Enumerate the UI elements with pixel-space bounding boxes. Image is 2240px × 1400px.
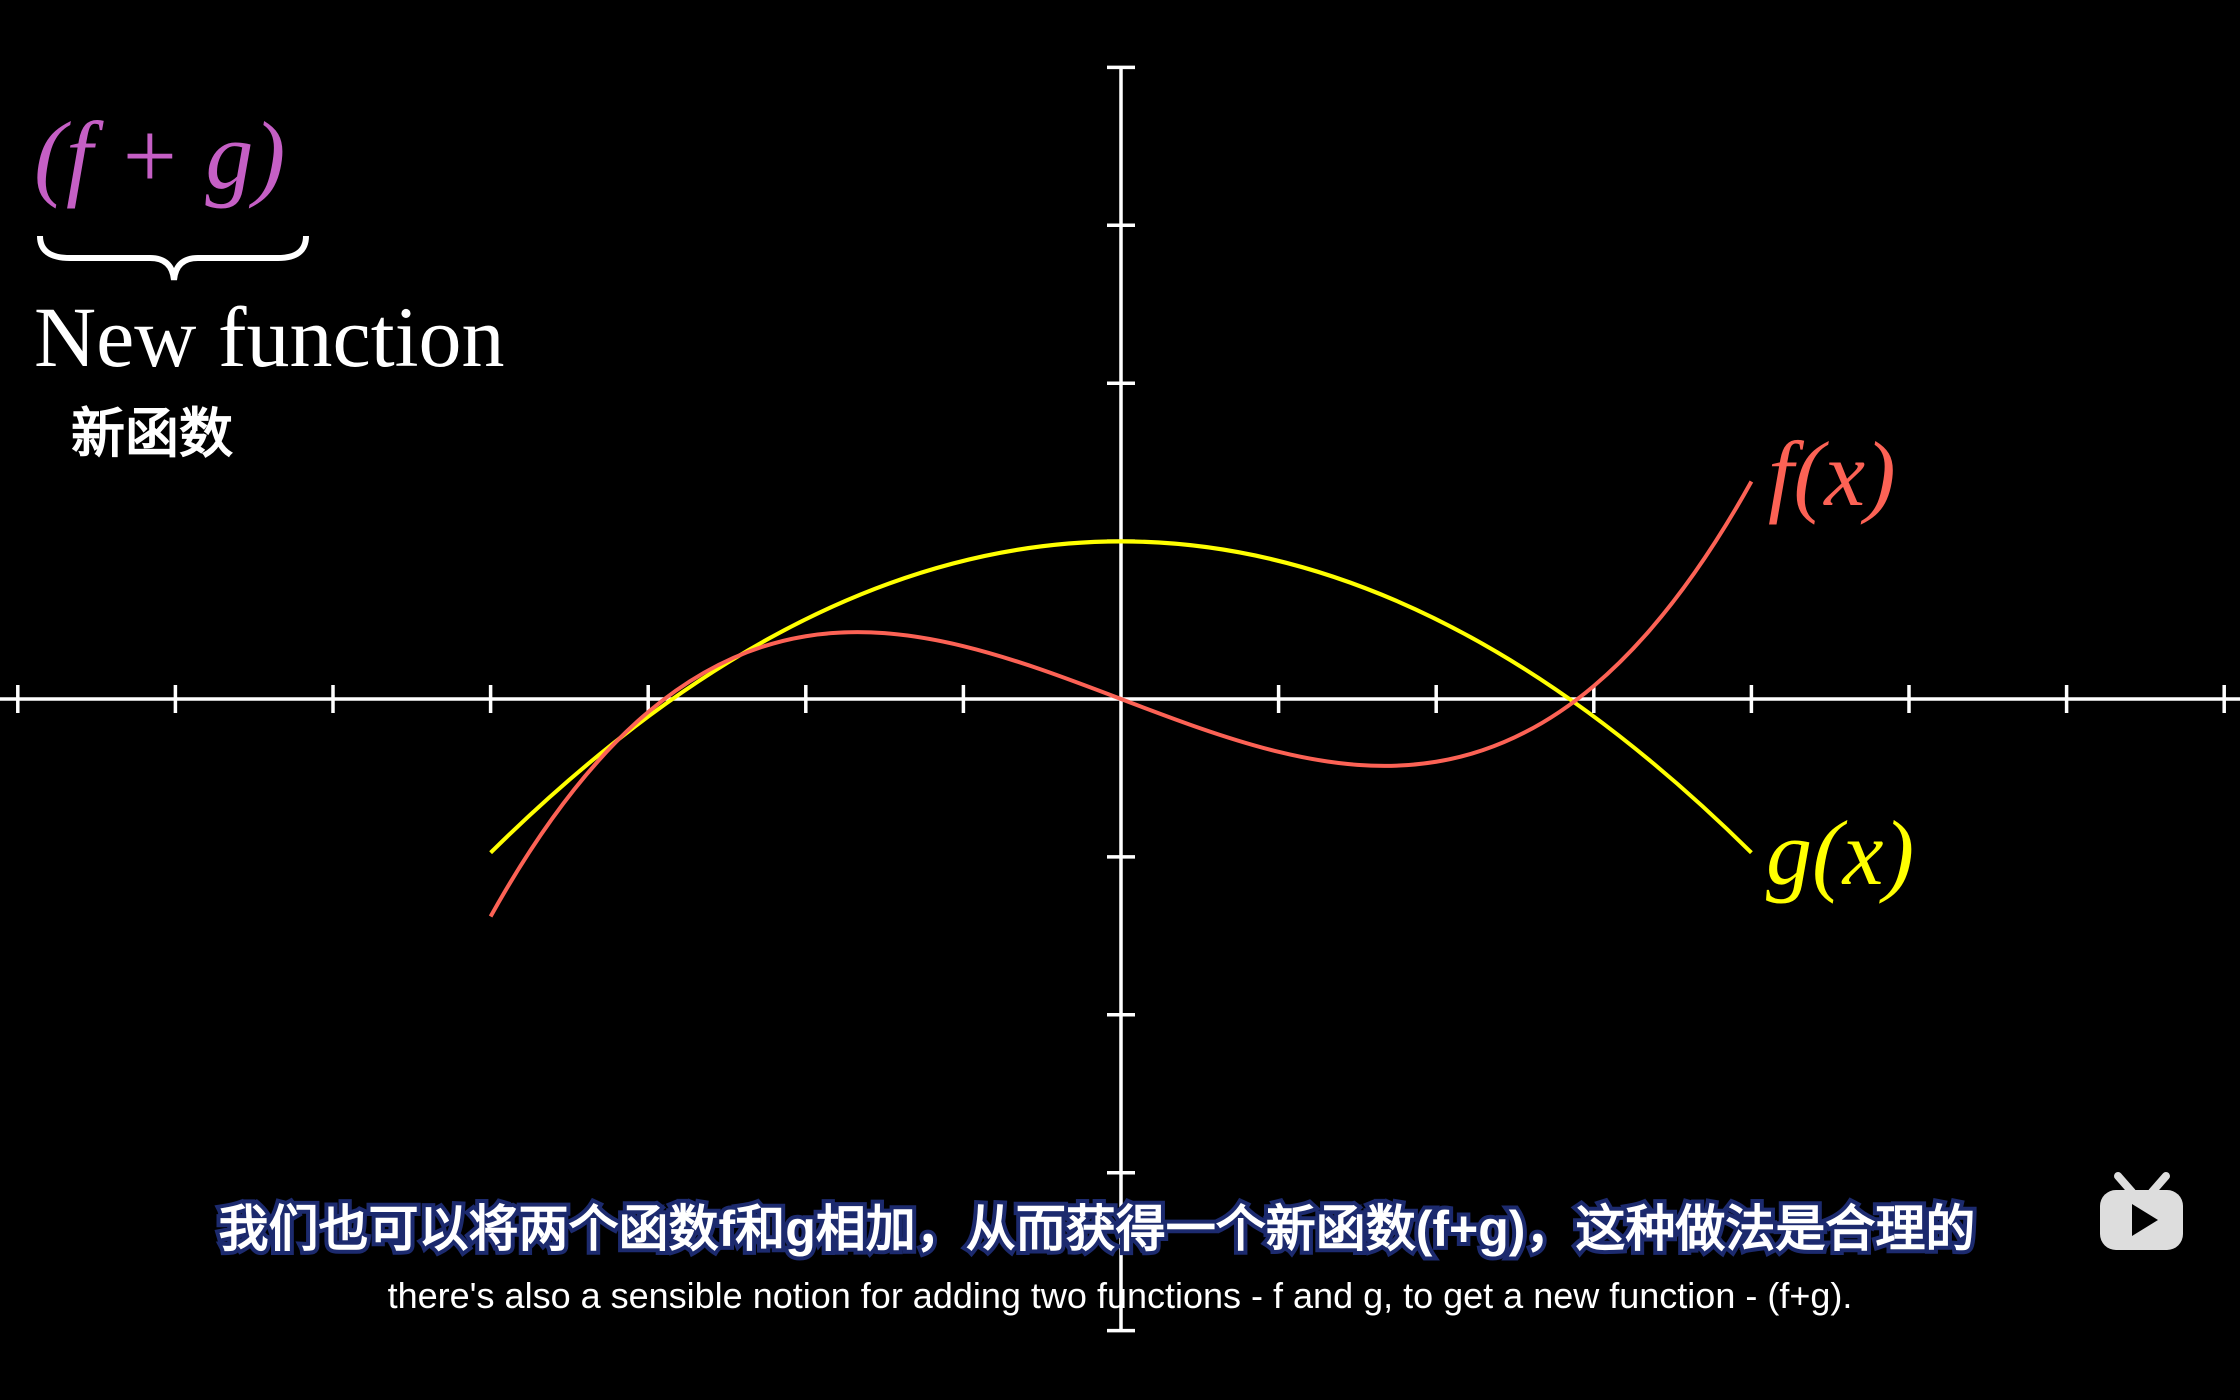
formula: (f + g) <box>34 102 285 209</box>
x-ticks <box>16 685 2226 713</box>
g-curve <box>489 539 1753 855</box>
brace <box>37 235 309 281</box>
f-label: f(x) <box>1768 423 1896 525</box>
brace-label: New function <box>34 289 504 385</box>
brace-label-translation: 新函数 <box>71 404 233 464</box>
subtitle-english: there's also a sensible notion for addin… <box>388 1275 1853 1316</box>
f-curve <box>488 480 1754 918</box>
bilibili-logo <box>2100 1172 2183 1250</box>
g-label: g(x) <box>1766 802 1914 904</box>
subtitle-chinese: 我们也可以将两个函数f和g相加，从而获得一个新函数(f+g)，这种做法是合理的 <box>219 1201 1976 1257</box>
